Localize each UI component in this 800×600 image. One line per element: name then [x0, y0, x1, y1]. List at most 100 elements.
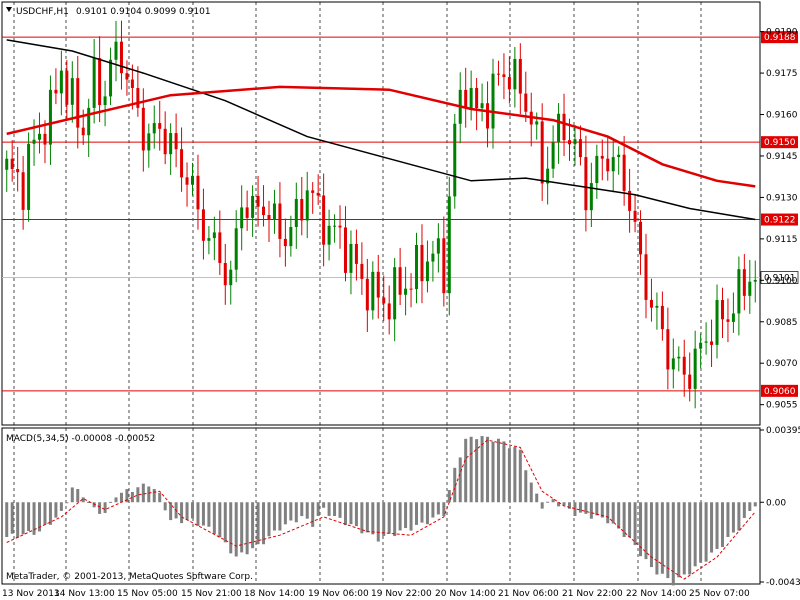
macd-bar — [720, 502, 724, 548]
macd-bar — [710, 502, 714, 553]
macd-bar — [442, 502, 446, 516]
macd-bar — [551, 499, 555, 503]
candle-up — [5, 158, 9, 170]
macd-bar — [38, 502, 42, 532]
candle-down — [567, 140, 572, 145]
macd-bar — [513, 446, 517, 503]
macd-bar — [748, 502, 752, 511]
candle-up — [671, 358, 675, 370]
macd-bar — [262, 502, 266, 545]
macd-bar — [119, 492, 123, 503]
candle-up — [87, 107, 91, 136]
macd-bar — [589, 502, 593, 519]
candle-up — [693, 348, 697, 389]
macd-bar — [617, 502, 621, 529]
macd-bar — [393, 502, 397, 537]
candle-down — [174, 133, 178, 150]
macd-bar — [180, 502, 184, 524]
macd-bar — [333, 502, 337, 516]
candle-down — [196, 175, 200, 210]
macd-y-tick-label: 0.00 — [766, 498, 786, 508]
candle-up — [436, 238, 440, 254]
price-axis: 0.9190 0.9175 0.9160 0.9145 0.9130 0.9115 0.91… — [760, 28, 798, 411]
candle-up — [557, 113, 561, 143]
macd-bar — [737, 502, 741, 531]
candle-up — [371, 271, 375, 311]
candle-up — [59, 70, 63, 94]
macd-bar — [611, 502, 615, 524]
macd-bar — [190, 502, 195, 519]
macd-bar — [234, 502, 238, 557]
macd-bar — [655, 502, 659, 575]
x-tick-label: 15 Nov 05:00 — [117, 589, 178, 599]
macd-bar — [349, 502, 353, 525]
macd-bar — [731, 502, 735, 533]
candle-down — [365, 278, 369, 311]
macd-bar — [125, 489, 129, 503]
macd-bar — [92, 502, 96, 508]
candle-up — [469, 87, 473, 109]
candle-down — [639, 221, 643, 255]
moving-averages — [6, 39, 756, 221]
macd-bar — [546, 501, 550, 503]
macd-bar — [371, 502, 375, 535]
candle-down — [54, 89, 58, 94]
candle-down — [720, 300, 724, 320]
macd-bar — [458, 457, 462, 503]
macd-bar — [491, 441, 495, 503]
macd-y-tick-label: 0.00395 — [766, 426, 800, 436]
macd-bar — [409, 502, 413, 531]
candle-down — [10, 158, 14, 169]
candle-down — [130, 79, 134, 88]
macd-bar — [633, 502, 637, 546]
candle-down — [644, 254, 648, 300]
candle-down — [464, 89, 468, 109]
candle-up — [617, 154, 621, 158]
candle-down — [710, 341, 714, 345]
macd-bar — [404, 502, 408, 529]
candle-down — [360, 263, 364, 279]
candle-down — [660, 305, 664, 330]
macd-bar — [316, 502, 320, 517]
macd-bar — [185, 502, 189, 521]
candle-down — [343, 227, 347, 273]
candle-up — [704, 341, 708, 343]
y-tick-label: 0.9190 — [766, 28, 798, 38]
macd-bar — [267, 502, 271, 537]
macd-bar — [256, 502, 260, 545]
candle-down — [726, 319, 730, 322]
macd-bar — [245, 502, 249, 555]
macd-bar — [535, 493, 539, 503]
macd-bar — [557, 502, 561, 507]
candle-down — [524, 93, 528, 112]
macd-bar — [343, 502, 347, 526]
macd-bar — [699, 502, 703, 563]
candle-down — [43, 133, 47, 145]
macd-bar — [365, 502, 369, 533]
candle-down — [21, 172, 25, 210]
candle-down — [180, 149, 184, 178]
candle-up — [32, 139, 36, 144]
candle-down — [158, 123, 162, 129]
candle-down — [562, 113, 566, 141]
y-tick-label: 0.9160 — [766, 111, 798, 121]
x-tick-label: 19 Nov 06:00 — [308, 589, 369, 599]
macd-bar — [666, 502, 670, 579]
macd-bar — [103, 502, 107, 513]
candle-down — [606, 158, 610, 172]
macd-bar — [158, 492, 162, 503]
candle-up — [551, 142, 555, 169]
macd-bar — [212, 502, 216, 535]
macd-bar — [425, 502, 429, 525]
candle-up — [333, 225, 337, 227]
macd-bar — [595, 502, 599, 516]
macd-bar — [65, 502, 69, 504]
candle-up — [393, 267, 397, 320]
triangle-down-icon[interactable] — [6, 7, 12, 12]
macd-bar — [540, 502, 544, 509]
candle-up — [234, 228, 238, 270]
candle-up — [480, 103, 484, 109]
candle-down — [622, 154, 626, 191]
macd-bar — [529, 482, 533, 503]
